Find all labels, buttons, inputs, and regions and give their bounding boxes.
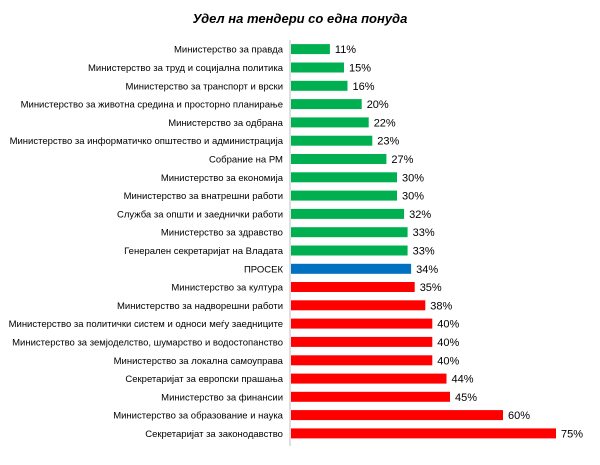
bar xyxy=(291,373,447,384)
data-label: 60% xyxy=(508,410,530,422)
bar xyxy=(291,355,433,366)
category-label: Министерство за транспорт и врски xyxy=(126,81,283,92)
data-label: 32% xyxy=(409,209,431,221)
category-label: Министерство за внатрешни работи xyxy=(124,191,283,202)
bar xyxy=(291,190,397,201)
bar xyxy=(291,282,415,292)
bar xyxy=(291,99,362,110)
bar xyxy=(291,227,408,238)
bar xyxy=(291,80,348,91)
data-label: 22% xyxy=(374,117,396,129)
category-label: Собрание на РМ xyxy=(209,155,283,166)
category-label: Министерство за надворешни работи xyxy=(117,301,283,312)
data-label: 20% xyxy=(367,99,389,111)
bar xyxy=(291,391,450,402)
data-label: 40% xyxy=(437,355,459,367)
category-label: Секретаријат за европски прашања xyxy=(125,374,283,385)
category-label: Генерален секретаријат на Владата xyxy=(124,246,284,257)
category-label: Министерство за економија xyxy=(161,173,284,184)
data-label: 33% xyxy=(413,246,435,258)
data-label: 30% xyxy=(402,172,424,184)
bar xyxy=(291,154,387,164)
data-label: 44% xyxy=(452,374,474,386)
chart-title: Удел на тендери со една понуда xyxy=(193,11,408,26)
bar xyxy=(291,62,344,73)
category-label: Министерство за земјоделство, шумарство … xyxy=(12,337,283,348)
bar xyxy=(291,135,373,146)
category-label: Служба за општи и заеднички работи xyxy=(117,209,283,220)
data-label: 40% xyxy=(437,337,459,349)
data-label: 23% xyxy=(377,136,399,148)
data-label: 40% xyxy=(437,319,459,331)
bar xyxy=(291,208,405,219)
data-label: 15% xyxy=(349,63,371,75)
bar xyxy=(291,300,426,311)
category-label: Министерство за одбрана xyxy=(168,118,283,129)
bar xyxy=(291,44,330,55)
category-label: Министерство за информатичко општество и… xyxy=(10,136,284,147)
bar xyxy=(291,318,433,329)
category-label: ПРОСЕК xyxy=(244,264,284,275)
category-label: Секретаријат за законодавство xyxy=(145,429,283,440)
bar xyxy=(291,245,408,256)
bar xyxy=(291,117,369,128)
data-label: 34% xyxy=(416,264,438,276)
data-label: 33% xyxy=(413,227,435,239)
category-label: Министерство за правда xyxy=(174,45,284,56)
category-label: Министерство за труд и социјална политик… xyxy=(88,63,284,74)
category-label: Министерство за здравство xyxy=(161,228,283,239)
category-label: Министерство за култура xyxy=(171,283,283,294)
category-label: Министерство за финансии xyxy=(161,392,283,403)
data-label: 45% xyxy=(455,392,477,404)
category-label: Министерство за политички систем и однос… xyxy=(9,319,283,330)
category-label: Министерство за локална самоуправа xyxy=(114,356,284,367)
data-label: 30% xyxy=(402,191,424,203)
data-label: 11% xyxy=(335,44,356,56)
bar xyxy=(291,336,433,347)
bar xyxy=(291,263,412,274)
data-label: 38% xyxy=(430,300,452,312)
data-label: 16% xyxy=(353,81,375,93)
bar xyxy=(291,410,503,421)
data-label: 27% xyxy=(391,154,413,166)
category-label: Министерство за образование и наука xyxy=(113,411,283,422)
data-label: 35% xyxy=(420,282,442,294)
category-label: Министерство за животна средина и просто… xyxy=(21,100,283,111)
bar xyxy=(291,428,556,439)
bars-group: 11% Министерство за правда 15% Министерство… xyxy=(9,44,583,440)
bar xyxy=(291,172,397,183)
data-label: 75% xyxy=(561,428,583,440)
